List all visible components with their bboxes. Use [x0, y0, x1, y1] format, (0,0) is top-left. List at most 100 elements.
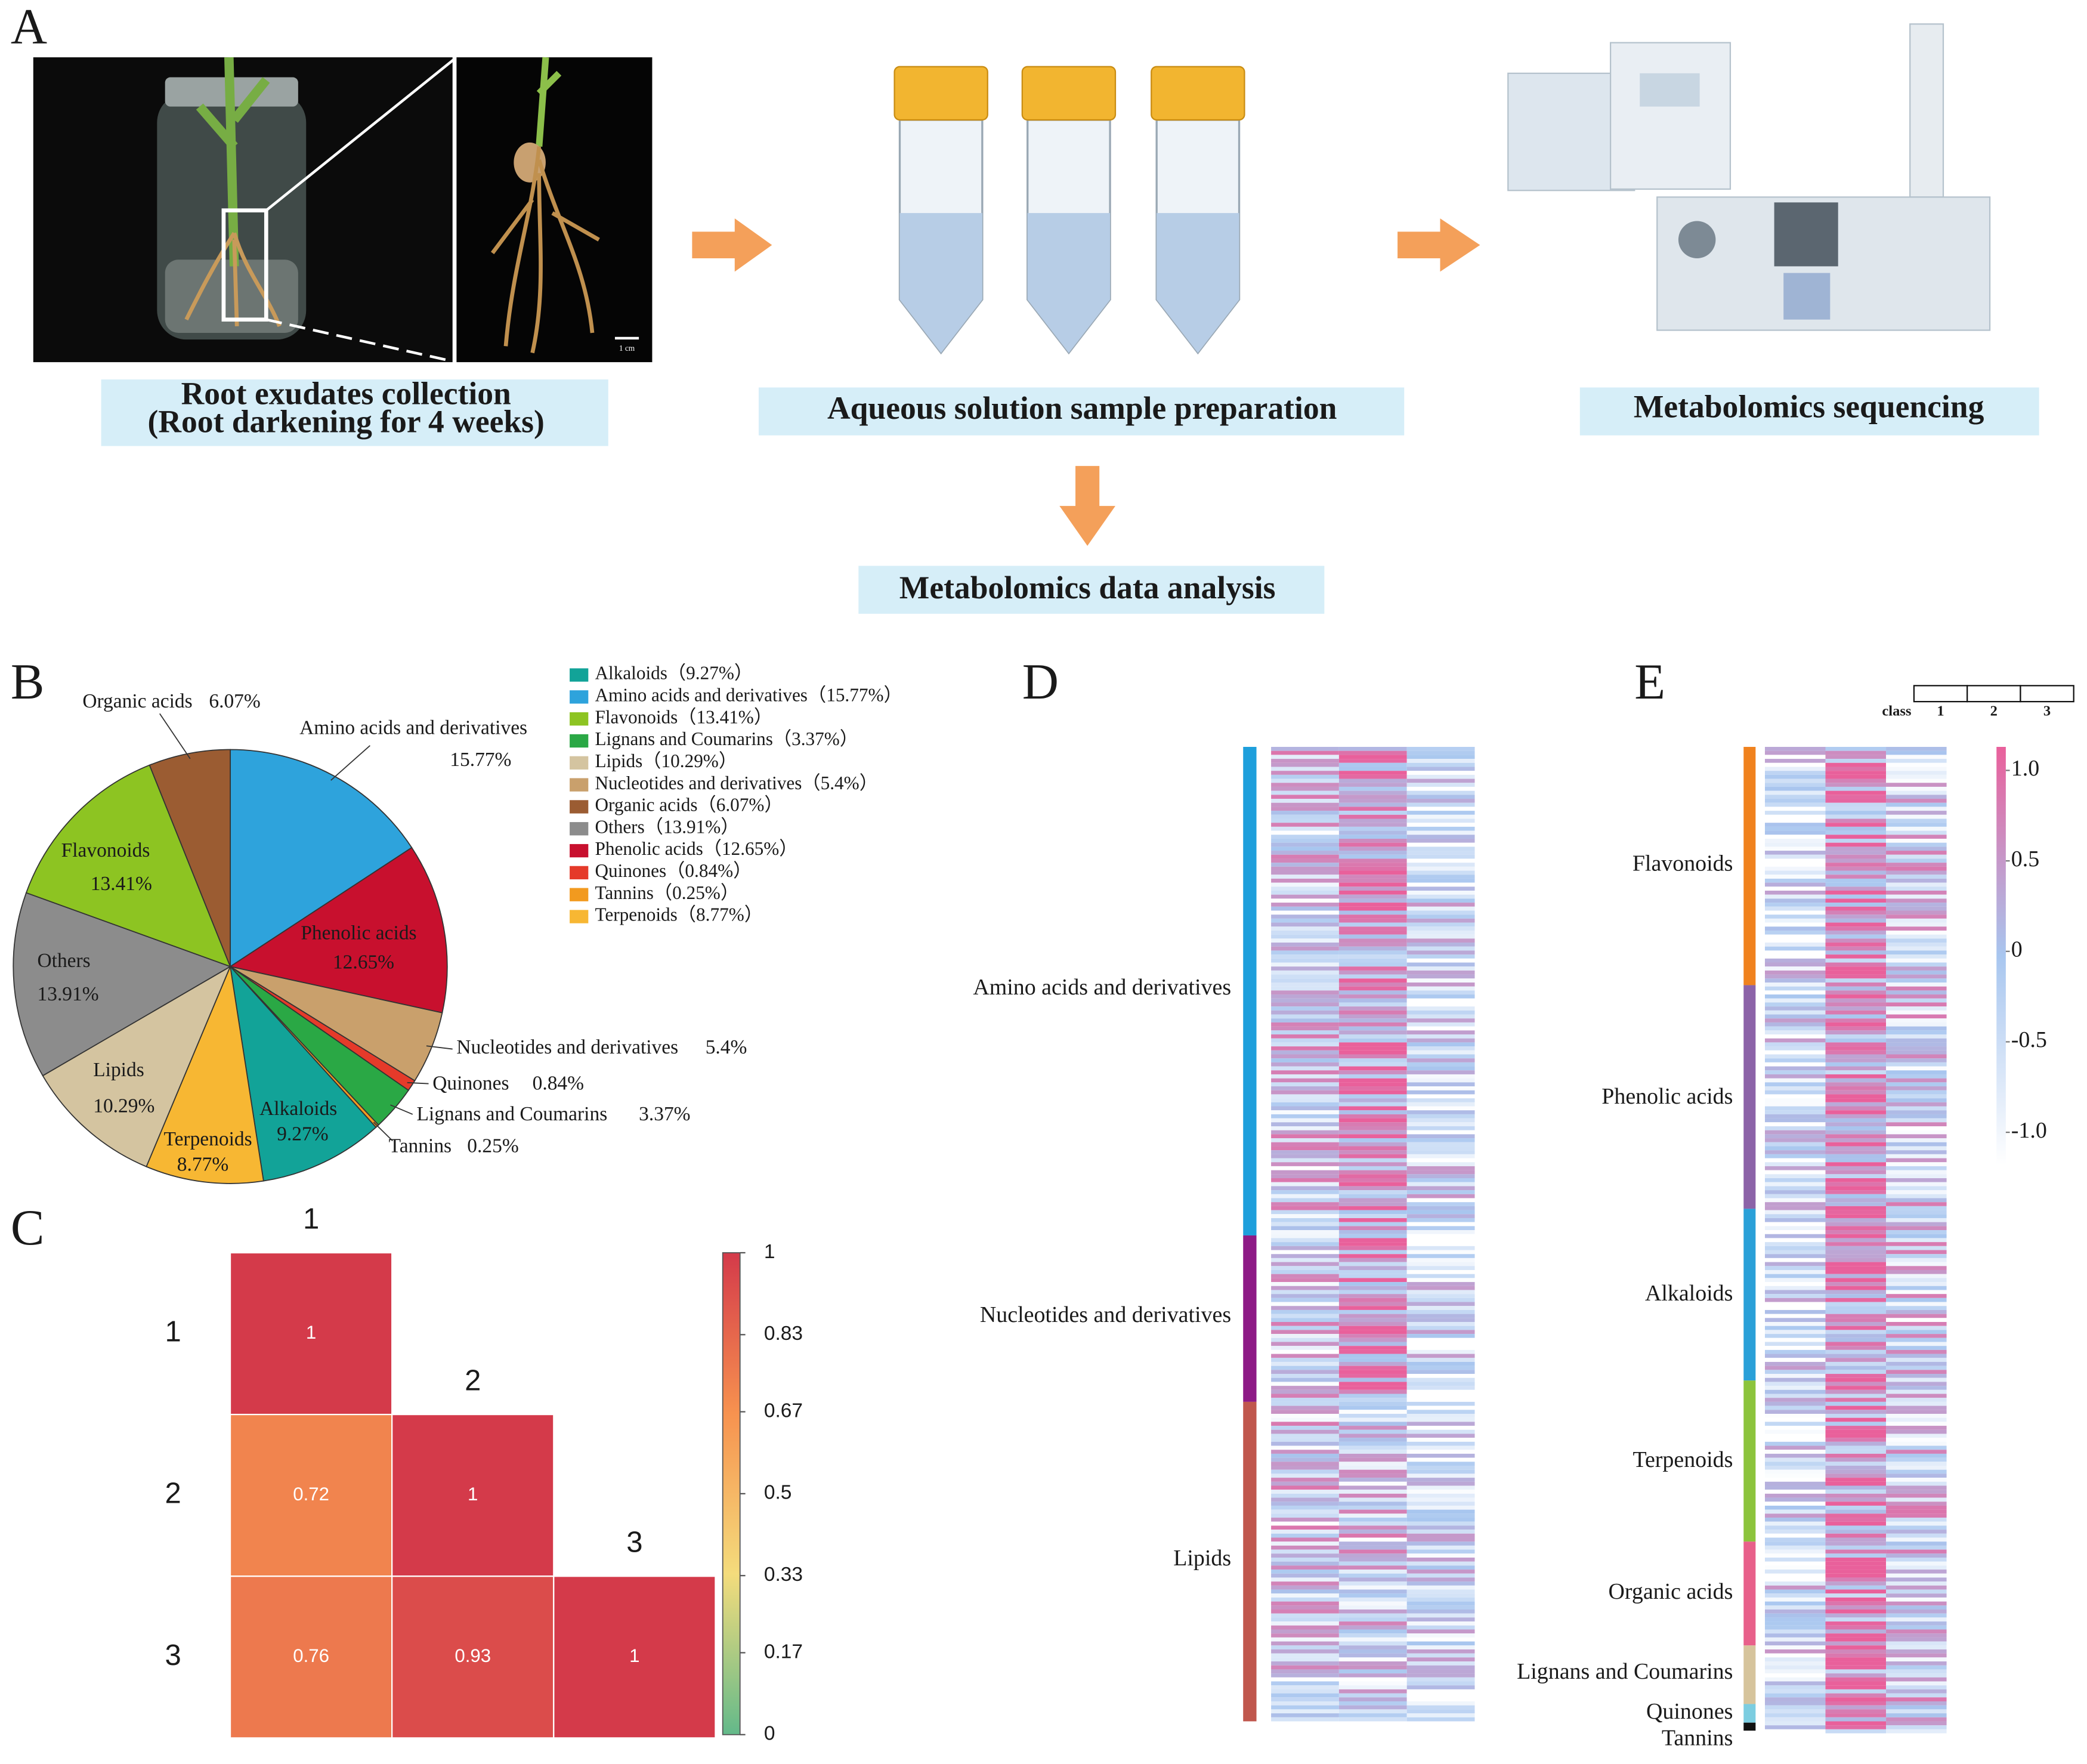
heatmap-row: [1825, 1545, 1887, 1550]
heatmap-row: [1271, 915, 1339, 919]
heatmap-row: [1825, 1641, 1887, 1646]
colorbar-label: -0.5: [2011, 1027, 2047, 1052]
heatmap-row: [1406, 1405, 1475, 1410]
heatmap-row: [1886, 1370, 1947, 1374]
heatmap-row: [1271, 1226, 1339, 1231]
heatmap-row: [1406, 1038, 1475, 1043]
slice-value: 8.77%: [177, 1154, 228, 1176]
heatmap-row: [1406, 1086, 1475, 1090]
heatmap-row: [1271, 878, 1339, 883]
heatmap-row: [1271, 1182, 1339, 1187]
heatmap-row: [1825, 1210, 1887, 1215]
heatmap-row: [1825, 1426, 1887, 1430]
heatmap-row: [1764, 786, 1826, 791]
heatmap-row: [1406, 1361, 1475, 1366]
heatmap-row: [1825, 1186, 1887, 1191]
heatmap-row: [1825, 1354, 1887, 1358]
heatmap-row: [1338, 1401, 1407, 1406]
heatmap-row: [1338, 1450, 1407, 1454]
legend-swatch: [570, 822, 589, 836]
heatmap-row: [1271, 774, 1339, 779]
heatmap-row: [1338, 1697, 1407, 1701]
heatmap-row: [1825, 1078, 1887, 1083]
heatmap-row: [1271, 1250, 1339, 1255]
heatmap-row: [1825, 1366, 1887, 1370]
heatmap-row: [1271, 1657, 1339, 1662]
heatmap-row: [1886, 1170, 1947, 1175]
heatmap-row: [1338, 1481, 1407, 1486]
slice-value: 13.41%: [91, 873, 152, 895]
heatmap-row: [1338, 1637, 1407, 1642]
heatmap-row: [1406, 1518, 1475, 1522]
heatmap-row: [1406, 1358, 1475, 1362]
heatmap-row: [1406, 1326, 1475, 1330]
heatmap-row: [1825, 1262, 1887, 1266]
heatmap-row: [1271, 1162, 1339, 1166]
heatmap-row: [1886, 1130, 1947, 1135]
heatmap-row: [1406, 1102, 1475, 1107]
heatmap-row: [1338, 1657, 1407, 1662]
heatmap-row: [1271, 1438, 1339, 1442]
heatmap-row: [1764, 1665, 1826, 1670]
heatmap-row: [1406, 1246, 1475, 1250]
heatmap-row: [1338, 854, 1407, 859]
legend-label: Tannins（0.25%）: [595, 882, 739, 903]
heatmap-row: [1886, 1290, 1947, 1295]
heatmap-row: [1886, 974, 1947, 979]
heatmap-row: [1825, 818, 1887, 823]
heatmap-row: [1271, 1649, 1339, 1654]
heatmap-row: [1886, 830, 1947, 835]
label-box: [858, 566, 1325, 614]
heatmap-row: [1338, 1502, 1407, 1506]
heatmap-row: [1825, 1434, 1887, 1438]
heatmap-row: [1764, 838, 1826, 843]
heatmap-row: [1406, 1078, 1475, 1083]
heatmap-row: [1338, 1238, 1407, 1243]
heatmap-row: [1406, 863, 1475, 867]
heatmap-row: [1406, 1098, 1475, 1102]
heatmap-row: [1886, 1549, 1947, 1554]
heatmap-row: [1886, 1601, 1947, 1606]
class-label: Quinones: [1646, 1699, 1733, 1724]
heatmap-row: [1886, 875, 1947, 879]
heatmap-row: [1886, 1162, 1947, 1166]
heatmap-row: [1406, 1469, 1475, 1474]
heatmap-row: [1406, 1589, 1475, 1594]
heatmap-row: [1764, 1605, 1826, 1610]
heatmap-row: [1338, 1234, 1407, 1238]
heatmap-row: [1825, 1046, 1887, 1051]
heatmap-row: [1338, 1473, 1407, 1478]
heatmap-row: [1886, 1581, 1947, 1586]
heatmap-row: [1825, 1050, 1887, 1055]
heatmap-row: [1271, 1122, 1339, 1126]
heatmap-row: [1764, 814, 1826, 819]
heatmap-row: [1271, 1469, 1339, 1474]
heatmap-row: [1406, 1094, 1475, 1099]
class-label: Alkaloids: [1645, 1281, 1733, 1306]
heatmap-row: [1271, 1490, 1339, 1494]
class-bar: [1743, 1209, 1756, 1381]
heatmap-row: [1825, 1505, 1887, 1510]
heatmap-row: [1764, 1106, 1826, 1111]
heatmap-row: [1764, 1094, 1826, 1099]
heatmap-row: [1825, 1318, 1887, 1323]
heatmap-row: [1764, 1314, 1826, 1318]
heatmap-row: [1886, 906, 1947, 911]
heatmap-row: [1886, 1377, 1947, 1382]
heatmap-row: [1338, 990, 1407, 995]
heatmap-row: [1271, 1601, 1339, 1606]
heatmap-row: [1271, 1478, 1339, 1482]
heatmap-row: [1825, 1429, 1887, 1434]
heatmap-row: [1406, 1573, 1475, 1578]
heatmap-row: [1406, 990, 1475, 995]
leader-line: [426, 1045, 453, 1050]
legend-swatch: [570, 866, 589, 880]
heatmap-row: [1338, 1018, 1407, 1022]
heatmap-row: [1338, 807, 1407, 811]
heatmap-row: [1406, 1549, 1475, 1554]
heatmap-row: [1271, 1361, 1339, 1366]
heatmap-row: [1406, 1202, 1475, 1206]
heatmap-row: [1271, 1386, 1339, 1390]
heatmap-row: [1338, 1469, 1407, 1474]
heatmap-row: [1825, 1481, 1887, 1486]
